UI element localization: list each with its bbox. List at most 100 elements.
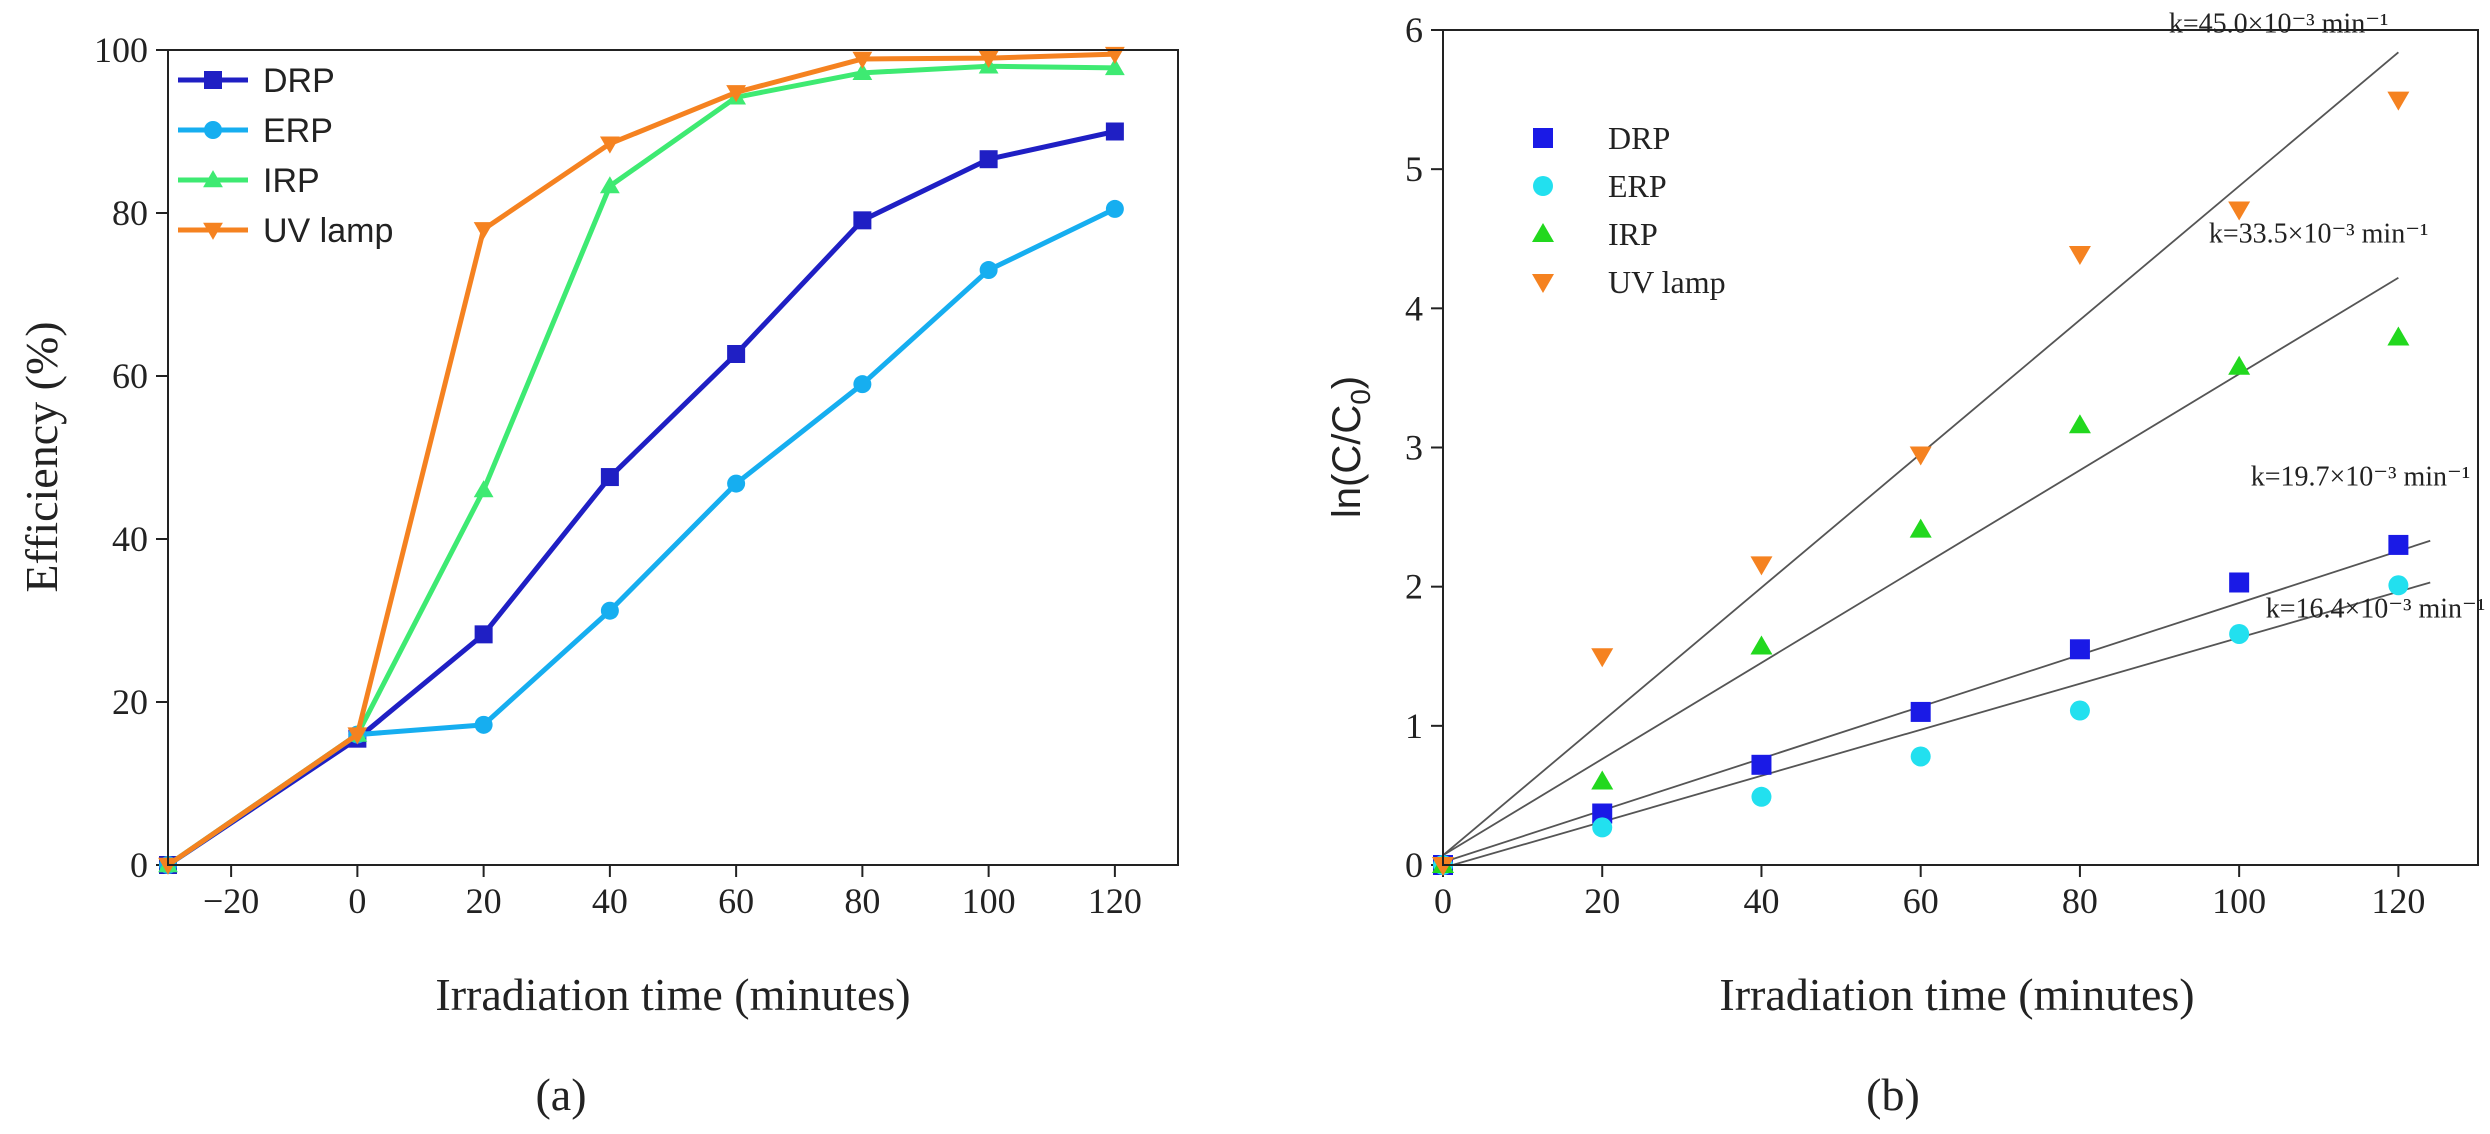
- chart-a-legend-marker-irp: [203, 170, 223, 188]
- chart-b-ytick-label: 1: [1405, 706, 1423, 746]
- chart-a-point-erp: [853, 375, 872, 394]
- chart-a-legend: DRP ERP IRP UV lamp: [178, 62, 393, 250]
- chart-b-ytick-label: 0: [1405, 845, 1423, 885]
- chart-b-xtick-label: 0: [1434, 881, 1452, 921]
- chart-b-point-uv-lamp: [1591, 648, 1614, 668]
- chart-a-ytick-label: 80: [112, 193, 148, 233]
- chart-b-point-erp: [2229, 623, 2250, 644]
- chart-b-uv-lamp-fit-label: k=45.0×10⁻³ min⁻¹: [2169, 8, 2389, 39]
- chart-a-point-drp: [1105, 122, 1124, 141]
- chart-b-ylabel: ln(C/C0): [1325, 376, 1376, 518]
- chart-b-ylabel-end: ): [1325, 376, 1369, 389]
- chart-b-xtick-label: 60: [1903, 881, 1939, 921]
- chart-b-point-uv-lamp: [1750, 556, 1773, 576]
- chart-b-irp-fit-label: k=33.5×10⁻³ min⁻¹: [2209, 219, 2429, 250]
- chart-b-point-drp: [1751, 754, 1772, 775]
- chart-b-ylabel-main: ln(C/C: [1325, 405, 1369, 518]
- chart-a-point-irp: [473, 480, 494, 498]
- chart-a-legend-marker-erp: [204, 121, 222, 139]
- chart-b-xtick-label: 20: [1584, 881, 1620, 921]
- chart-b: 0 20 40 60 80 100 120 0 1 2 3 4 5 6 k=45.0×10⁻³ min⁻¹…: [1325, 8, 2485, 1120]
- chart-b-point-irp: [1591, 770, 1614, 790]
- chart-b-point-erp: [2069, 700, 2090, 721]
- chart-b-fit-lines: k=45.0×10⁻³ min⁻¹ k=33.5×10⁻³ min⁻¹ k=19.7…: [1442, 8, 2486, 869]
- chart-b-erp-fit-label: k=16.4×10⁻³ min⁻¹: [2266, 593, 2486, 624]
- chart-b-xtick-label: 100: [2212, 881, 2266, 921]
- chart-a-frame: [167, 49, 1179, 866]
- chart-b-ytick-label: 3: [1405, 428, 1423, 468]
- chart-a-series: [158, 46, 1125, 875]
- chart-a-point-irp: [599, 176, 620, 194]
- chart-b-point-uv-lamp: [2387, 91, 2410, 111]
- chart-b-point-irp: [2068, 414, 2091, 434]
- chart-a-legend-label-erp: ERP: [263, 112, 333, 150]
- chart-b-ticks: 0 20 40 60 80 100 120 0 1 2 3 4 5 6: [1405, 10, 2425, 921]
- chart-a-ylabel: Efficiency (%): [16, 321, 67, 592]
- chart-b-ytick-label: 6: [1405, 10, 1423, 50]
- chart-a-line-irp: [166, 63, 1115, 868]
- chart-a-xtick-label: 120: [1088, 881, 1142, 921]
- chart-b-point-erp: [1751, 786, 1772, 807]
- chart-a-point-drp: [979, 150, 998, 169]
- chart-a-xtick-label: 80: [844, 881, 880, 921]
- chart-a-ytick-label: 20: [112, 682, 148, 722]
- chart-b-xtick-label: 80: [2062, 881, 2098, 921]
- chart-a-legend-label-irp: IRP: [263, 162, 320, 200]
- chart-b-point-irp: [1750, 635, 1773, 655]
- chart-a-xtick-label: 60: [718, 881, 754, 921]
- chart-a-point-irp: [1104, 58, 1125, 76]
- chart-b-point-uv-lamp: [2228, 201, 2251, 221]
- chart-a-ytick-label: 100: [94, 30, 148, 70]
- chart-b-point-uv-lamp: [1909, 446, 1932, 466]
- chart-b-point-erp: [2388, 575, 2409, 596]
- chart-a-point-erp: [1105, 199, 1124, 218]
- chart-a-xtick-label: 40: [592, 881, 628, 921]
- chart-a-panel-label: (a): [535, 1069, 586, 1120]
- chart-b-ytick-label: 5: [1405, 149, 1423, 189]
- chart-b-point-erp: [1910, 746, 1931, 767]
- chart-a: −20 0 20 40 60 80 100 120 0 20 40 60 80 100 DRP ERP IRP…: [16, 30, 1179, 1120]
- chart-b-point-drp: [1592, 803, 1613, 824]
- chart-b-point-irp: [1909, 518, 1932, 538]
- chart-b-point-irp: [2228, 355, 2251, 375]
- chart-b-frame: [1442, 29, 2479, 866]
- chart-b-legend-marker-irp: [1532, 223, 1554, 242]
- chart-a-legend-label-uv-lamp: UV lamp: [263, 212, 393, 250]
- chart-a-line-uv-lamp: [166, 51, 1115, 868]
- chart-b-xtick-label: 40: [1743, 881, 1779, 921]
- chart-a-point-uv-lamp: [599, 136, 620, 154]
- chart-a-ytick-label: 40: [112, 519, 148, 559]
- chart-a-point-uv-lamp: [852, 51, 873, 69]
- chart-b-legend-marker-drp: [1533, 128, 1553, 148]
- chart-a-point-uv-lamp: [1104, 46, 1125, 64]
- chart-b-xtick-label: 120: [2371, 881, 2425, 921]
- chart-a-ytick-label: 60: [112, 356, 148, 396]
- chart-b-ytick-label: 4: [1405, 288, 1423, 328]
- chart-b-legend-label-erp: ERP: [1608, 168, 1667, 204]
- chart-a-point-erp: [474, 715, 493, 734]
- chart-a-point-uv-lamp: [158, 857, 178, 875]
- chart-a-point-uv-lamp: [473, 222, 494, 240]
- chart-a-legend-marker-drp: [204, 71, 222, 89]
- chart-a-ticks: −20 0 20 40 60 80 100 120 0 20 40 60 80 100: [94, 30, 1142, 921]
- chart-a-point-erp: [979, 261, 998, 280]
- chart-a-point-erp: [727, 474, 746, 493]
- chart-a-legend-marker-uv-lamp: [203, 222, 223, 240]
- chart-b-point-uv-lamp: [2068, 246, 2091, 266]
- chart-b-ylabel-sub: 0: [1345, 389, 1376, 405]
- chart-a-xtick-label: 100: [962, 881, 1016, 921]
- chart-a-point-uv-lamp: [347, 727, 368, 745]
- chart-a-point-erp: [600, 601, 619, 620]
- chart-a-point-uv-lamp: [726, 85, 747, 103]
- chart-b-series: [1432, 91, 2410, 876]
- chart-b-legend-label-uv-lamp: UV lamp: [1608, 264, 1726, 300]
- chart-a-xtick-label: −20: [203, 881, 259, 921]
- chart-b-point-uv-lamp: [1432, 857, 1454, 876]
- chart-a-legend-label-drp: DRP: [263, 62, 335, 100]
- chart-a-point-irp: [852, 62, 873, 81]
- chart-b-legend-marker-erp: [1533, 176, 1553, 196]
- chart-a-line-drp: [166, 129, 1116, 868]
- chart-a-xtick-label: 20: [466, 881, 502, 921]
- chart-b-point-irp: [2387, 326, 2410, 346]
